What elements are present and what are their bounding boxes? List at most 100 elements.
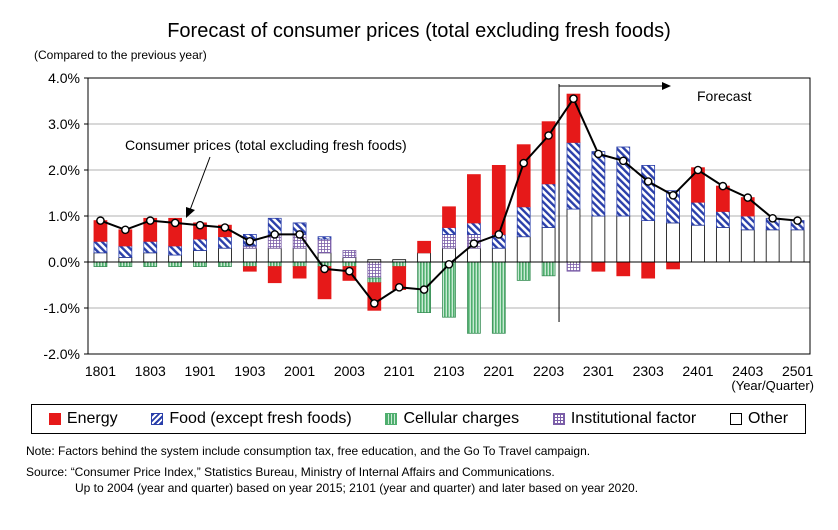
cpi-point bbox=[693, 165, 703, 175]
cpi-point bbox=[643, 177, 653, 186]
cpi-point bbox=[743, 193, 753, 202]
bar-other bbox=[491, 247, 506, 263]
bar-food-except-fresh-foods bbox=[566, 141, 581, 210]
x-tick-label: 2101 bbox=[384, 363, 415, 379]
cpi-point bbox=[295, 230, 304, 239]
x-tick-label: 2403 bbox=[732, 363, 763, 379]
y-tick-label: 0.0% bbox=[48, 254, 80, 270]
bar-food-except-fresh-foods bbox=[691, 201, 705, 226]
x-tick-label: 2401 bbox=[682, 363, 713, 379]
bar-institutional-factor bbox=[442, 233, 456, 249]
legend-energy: Energy bbox=[48, 410, 118, 428]
bar-cellular-charges bbox=[367, 277, 382, 284]
bar-other bbox=[168, 254, 183, 263]
energy-swatch bbox=[48, 413, 61, 425]
bar-food-except-fresh-foods bbox=[541, 183, 556, 228]
annotation-arrow bbox=[189, 156, 211, 211]
cpi-point bbox=[469, 239, 479, 248]
x-tick-label: 1901 bbox=[184, 363, 215, 379]
legend-institutional: Institutional factor bbox=[552, 410, 696, 428]
bar-energy bbox=[616, 261, 631, 277]
cpi-point bbox=[618, 156, 628, 166]
bar-cellular-charges bbox=[118, 261, 133, 267]
cpi-point bbox=[394, 282, 404, 292]
bar-other bbox=[342, 256, 357, 263]
bar-other bbox=[467, 247, 481, 263]
bar-institutional-factor bbox=[367, 261, 382, 279]
cpi-point bbox=[370, 299, 379, 308]
bar-cellular-charges bbox=[541, 261, 556, 277]
y-tick-label: -1.0% bbox=[43, 300, 80, 316]
legend-other: Other bbox=[730, 410, 788, 428]
bar-other bbox=[93, 252, 108, 263]
bar-food-except-fresh-foods bbox=[467, 222, 481, 235]
bar-other bbox=[591, 215, 606, 263]
cpi-point bbox=[170, 218, 180, 228]
legend-cellular: Cellular charges bbox=[385, 410, 519, 428]
bar-food-except-fresh-foods bbox=[516, 206, 531, 238]
y-tick-label: 4.0% bbox=[48, 70, 80, 86]
cpi-point bbox=[195, 220, 205, 230]
cpi-point bbox=[320, 264, 329, 274]
bar-institutional-factor bbox=[566, 261, 581, 272]
bar-food-except-fresh-foods bbox=[118, 245, 133, 258]
bar-energy bbox=[467, 174, 481, 224]
food-swatch bbox=[151, 413, 164, 425]
other-swatch bbox=[730, 413, 743, 425]
bar-energy bbox=[292, 266, 307, 279]
bar-food-except-fresh-foods bbox=[740, 215, 755, 231]
cellular-swatch bbox=[385, 413, 398, 425]
bar-energy bbox=[417, 240, 431, 254]
bar-cellular-charges bbox=[143, 261, 158, 267]
legend: Energy Food (except fresh foods) Cellula… bbox=[31, 404, 806, 434]
cpi-point bbox=[569, 94, 578, 103]
bar-cellular-charges bbox=[93, 261, 108, 267]
bar-other bbox=[691, 224, 705, 263]
bar-cellular-charges bbox=[168, 261, 183, 267]
legend-food: Food (except fresh foods) bbox=[151, 410, 352, 428]
cpi-point bbox=[793, 216, 802, 225]
bar-cellular-charges bbox=[218, 261, 232, 267]
x-tick-label: 2303 bbox=[633, 363, 664, 379]
bar-food-except-fresh-foods bbox=[591, 151, 606, 217]
cpi-line bbox=[96, 94, 802, 308]
institutional-swatch bbox=[552, 413, 565, 425]
bar-cellular-charges bbox=[193, 261, 207, 267]
bar-cellular-charges bbox=[392, 261, 407, 267]
chart-title: Forecast of consumer prices (total exclu… bbox=[167, 20, 671, 42]
bar-food-except-fresh-foods bbox=[715, 210, 730, 228]
bar-other bbox=[790, 229, 805, 263]
annotations: Consumer prices (total excluding fresh f… bbox=[125, 82, 752, 322]
x-tick-label: 2201 bbox=[483, 363, 514, 379]
bar-food-except-fresh-foods bbox=[143, 240, 158, 254]
bar-cellular-charges bbox=[292, 261, 307, 267]
tick-labels: -2.0% -1.0% 0.0% 1.0% 2.0% 3.0% 4.0% 1801 1803 19… bbox=[43, 70, 814, 393]
source-text: Source: “Consumer Price Index,” Statisti… bbox=[26, 465, 555, 479]
x-tick-label: 2501 bbox=[782, 363, 813, 379]
cpi-point bbox=[718, 181, 728, 191]
bar-energy bbox=[267, 266, 282, 284]
bar-other bbox=[566, 208, 581, 263]
x-tick-label: 2103 bbox=[433, 363, 464, 379]
x-tick-label: 2003 bbox=[334, 363, 365, 379]
x-tick-label: 2001 bbox=[284, 363, 315, 379]
bar-institutional-factor bbox=[317, 238, 332, 254]
legend-energy-label: Energy bbox=[66, 410, 118, 427]
bar-other bbox=[616, 215, 631, 263]
forecast-label: Forecast bbox=[697, 88, 752, 104]
bar-other bbox=[317, 252, 332, 263]
bar-cellular-charges bbox=[242, 261, 257, 267]
bar-other bbox=[541, 227, 556, 263]
x-tick-label: 1903 bbox=[234, 363, 265, 379]
bar-energy bbox=[666, 261, 680, 270]
bar-other bbox=[193, 250, 207, 263]
legend-other-label: Other bbox=[748, 410, 789, 427]
bar-energy bbox=[442, 206, 456, 228]
bar-other bbox=[641, 220, 656, 263]
bar-other bbox=[218, 247, 232, 263]
x-tick-label: 2301 bbox=[583, 363, 614, 379]
cpi-point bbox=[494, 230, 504, 239]
x-tick-label: 2203 bbox=[533, 363, 564, 379]
bar-other bbox=[740, 229, 755, 263]
bar-other bbox=[417, 252, 431, 263]
